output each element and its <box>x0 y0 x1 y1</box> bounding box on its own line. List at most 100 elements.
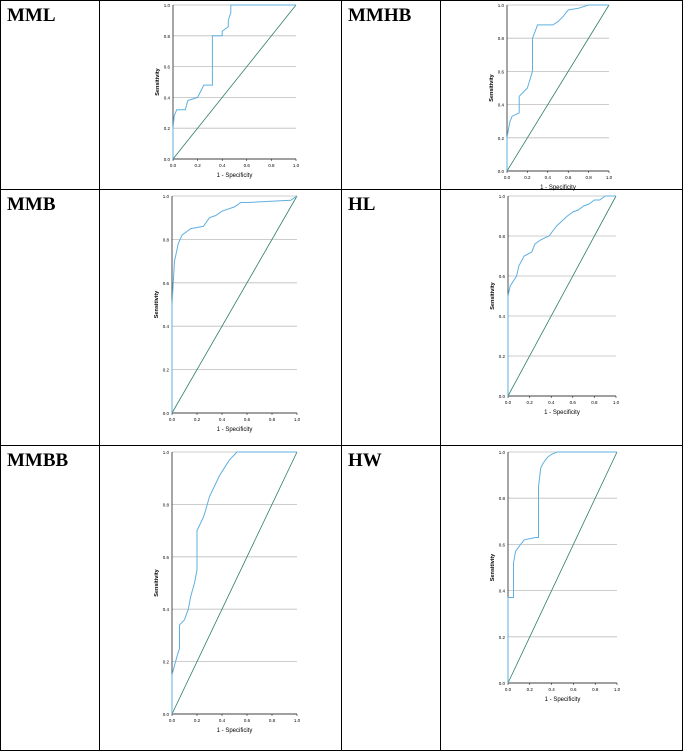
x-tick-label: 0.0 <box>504 175 511 180</box>
y-tick-label: 0.6 <box>498 69 505 74</box>
x-tick-label: 0.6 <box>570 687 577 692</box>
reference-line <box>172 4 297 160</box>
y-tick-label: 1.0 <box>498 3 505 8</box>
y-tick-label: 0.4 <box>163 324 170 329</box>
y-tick-label: 0.8 <box>163 237 170 242</box>
y-tick-label: 0.8 <box>163 502 170 507</box>
table-row: MMBB 0.0 0.2 0.4 0.6 0.8 1.0 0.0 0.2 0.4 0.6 0.8 1.… <box>0 445 683 751</box>
label-cell: HL <box>341 189 441 446</box>
x-axis-label: 1 - Specificity <box>540 185 576 191</box>
x-tick-label: 0.6 <box>244 718 251 723</box>
y-tick-label: 0.2 <box>164 126 171 131</box>
y-tick-label: 0.0 <box>163 411 170 416</box>
y-tick-label: 0.6 <box>163 281 170 286</box>
label-cell: HW <box>341 445 441 751</box>
panel-label: MMHB <box>348 5 412 26</box>
table-row: MML 0.0 0.2 0.4 0.6 0.8 1.0 0.0 0.2 0.4 0.6 0.8 1.0… <box>0 0 683 191</box>
plot-cell: 0.0 0.2 0.4 0.6 0.8 1.0 0.0 0.2 0.4 0.6 0.8 1.0 1 - … <box>440 189 683 446</box>
x-tick-label: 0.4 <box>219 718 226 723</box>
y-tick-label: 1.0 <box>499 194 506 199</box>
y-tick-label: 0.6 <box>499 542 506 547</box>
x-tick-label: 0.0 <box>505 687 512 692</box>
y-axis-label: Sensitivity <box>490 281 496 309</box>
x-tick-label: 0.2 <box>527 687 534 692</box>
x-tick-label: 0.8 <box>268 163 275 168</box>
reference-line <box>171 451 298 715</box>
label-cell: MMHB <box>341 0 441 190</box>
panel-label: HW <box>348 450 382 471</box>
x-tick-label: 0.8 <box>269 718 276 723</box>
x-tick-label: 0.0 <box>505 400 512 405</box>
x-tick-label: 0.8 <box>592 687 599 692</box>
reference-line <box>507 195 617 397</box>
plot-cell: 0.0 0.2 0.4 0.6 0.8 1.0 0.0 0.2 0.4 0.6 0.8 1.0 1 - … <box>440 445 683 751</box>
y-tick-label: 1.0 <box>499 450 506 455</box>
x-tick-label: 0.4 <box>548 687 555 692</box>
roc-curve <box>507 195 616 396</box>
reference-line <box>507 451 618 684</box>
y-tick-label: 0.8 <box>164 34 171 39</box>
y-tick-label: 0.4 <box>499 589 506 594</box>
x-tick-label: 0.6 <box>244 417 251 422</box>
roc-chart-mmbb: 0.0 0.2 0.4 0.6 0.8 1.0 0.0 0.2 0.4 0.6 0.8 1.0 1 - … <box>154 450 301 734</box>
y-tick-label: 0.8 <box>498 36 505 41</box>
y-tick-label: 1.0 <box>163 450 170 455</box>
roc-curve <box>171 451 297 714</box>
x-tick-label: 0.2 <box>194 163 201 168</box>
x-tick-label: 0.2 <box>526 400 533 405</box>
panel-label: MML <box>7 5 56 26</box>
x-tick-label: 0.2 <box>524 175 531 180</box>
x-axis-label: 1 - Specificity <box>544 410 580 416</box>
x-tick-label: 0.6 <box>570 400 577 405</box>
y-tick-label: 0.2 <box>499 354 506 359</box>
y-axis-label: Sensitivity <box>154 568 160 596</box>
x-tick-label: 0.2 <box>194 718 201 723</box>
x-tick-label: 0.0 <box>169 718 176 723</box>
y-tick-label: 0.0 <box>498 169 505 174</box>
y-tick-label: 0.6 <box>164 65 171 70</box>
y-tick-label: 0.2 <box>498 136 505 141</box>
label-cell: MMB <box>0 189 100 446</box>
x-tick-label: 0.2 <box>194 417 201 422</box>
x-axis-label: 1 - Specificity <box>217 173 253 179</box>
x-tick-label: 0.6 <box>565 175 572 180</box>
y-tick-label: 0.4 <box>498 103 505 108</box>
label-cell: MML <box>0 0 100 190</box>
y-tick-label: 0.8 <box>499 496 506 501</box>
y-tick-label: 0.0 <box>499 681 506 686</box>
x-tick-label: 1.0 <box>606 175 613 180</box>
roc-chart-mmhb: 0.0 0.2 0.4 0.6 0.8 1.0 0.0 0.2 0.4 0.6 0.8 1.0 1 - … <box>489 3 613 191</box>
y-tick-label: 0.2 <box>163 660 170 665</box>
plot-cell: 0.0 0.2 0.4 0.6 0.8 1.0 0.0 0.2 0.4 0.6 0.8 1.0 1 - … <box>99 189 342 446</box>
roc-chart-mml: 0.0 0.2 0.4 0.6 0.8 1.0 0.0 0.2 0.4 0.6 0.8 1.0 1 - … <box>155 3 300 179</box>
y-tick-label: 0.2 <box>163 368 170 373</box>
y-tick-label: 0.4 <box>163 607 170 612</box>
y-tick-label: 0.0 <box>499 394 506 399</box>
x-tick-label: 0.4 <box>219 163 226 168</box>
y-axis-label: Sensitivity <box>154 290 160 318</box>
x-axis-label: 1 - Specificity <box>217 427 253 433</box>
roc-curve <box>171 195 298 413</box>
y-axis-label: Sensitivity <box>489 73 495 101</box>
x-axis-label: 1 - Specificity <box>217 728 253 734</box>
y-tick-label: 0.6 <box>499 274 506 279</box>
roc-chart-hl: 0.0 0.2 0.4 0.6 0.8 1.0 0.0 0.2 0.4 0.6 0.8 1.0 1 - … <box>490 194 620 416</box>
roc-curve <box>172 4 296 159</box>
panel-label: MMB <box>7 194 56 215</box>
x-tick-label: 1.0 <box>294 417 301 422</box>
reference-line <box>171 195 298 414</box>
x-tick-label: 0.0 <box>169 417 176 422</box>
x-tick-label: 0.4 <box>548 400 555 405</box>
reference-line <box>506 4 610 172</box>
x-tick-label: 0.8 <box>591 400 598 405</box>
roc-curve <box>507 451 617 683</box>
y-tick-label: 0.8 <box>499 234 506 239</box>
x-tick-label: 0.8 <box>269 417 276 422</box>
y-tick-label: 0.4 <box>499 314 506 319</box>
plot-cell: 0.0 0.2 0.4 0.6 0.8 1.0 0.0 0.2 0.4 0.6 0.8 1.0 1 - … <box>99 445 342 751</box>
y-tick-label: 1.0 <box>164 3 171 8</box>
label-cell: MMBB <box>0 445 100 751</box>
x-tick-label: 1.0 <box>614 687 621 692</box>
plot-cell: 0.0 0.2 0.4 0.6 0.8 1.0 0.0 0.2 0.4 0.6 0.8 1.0 1 - … <box>99 0 342 190</box>
panel-label: HL <box>348 194 376 215</box>
